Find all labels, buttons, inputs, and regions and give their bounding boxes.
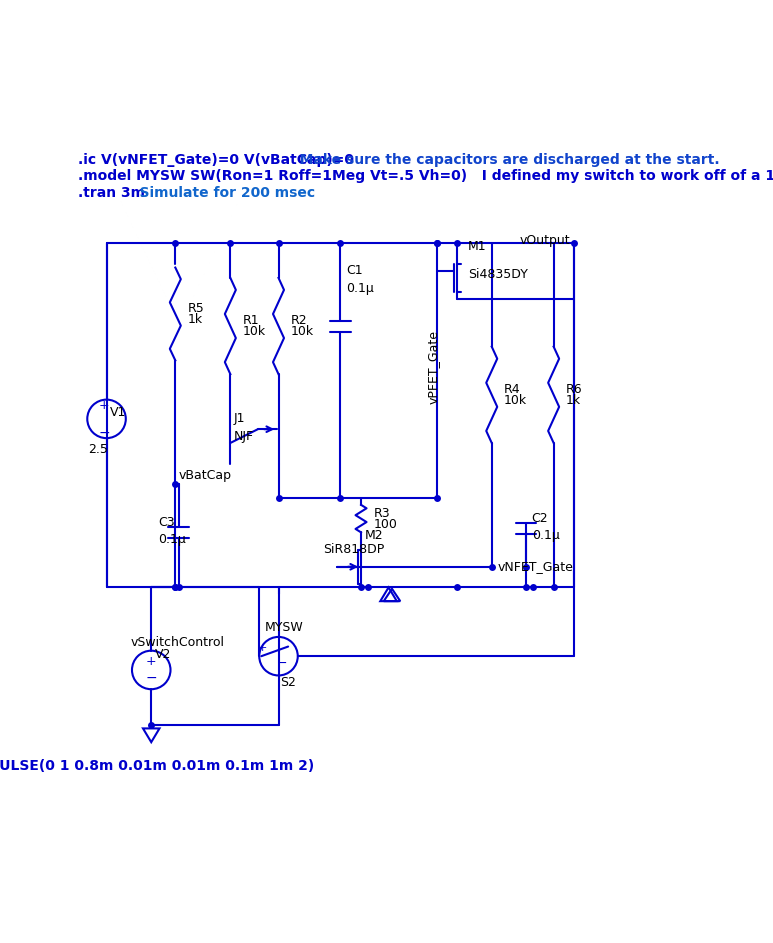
Text: −: − bbox=[277, 656, 287, 670]
Text: +: + bbox=[98, 399, 109, 412]
Text: 10k: 10k bbox=[243, 325, 266, 338]
Text: +: + bbox=[146, 655, 156, 669]
Text: M1: M1 bbox=[468, 240, 486, 254]
Text: C1: C1 bbox=[346, 264, 363, 277]
Text: R3: R3 bbox=[373, 506, 390, 520]
Text: C2: C2 bbox=[532, 512, 548, 525]
Text: 100: 100 bbox=[373, 518, 397, 531]
Text: 0.1μ: 0.1μ bbox=[158, 533, 186, 546]
Text: 10k: 10k bbox=[291, 325, 314, 338]
Text: SiR818DP: SiR818DP bbox=[323, 543, 384, 556]
Text: 1k: 1k bbox=[566, 394, 581, 406]
Text: .tran 3m: .tran 3m bbox=[77, 186, 145, 200]
Text: Simulate for 200 msec: Simulate for 200 msec bbox=[121, 186, 315, 200]
Text: .ic V(vNFET_Gate)=0 V(vBatCap)=0: .ic V(vNFET_Gate)=0 V(vBatCap)=0 bbox=[77, 153, 353, 167]
Text: R1: R1 bbox=[243, 314, 260, 327]
Text: vPFET_Gate: vPFET_Gate bbox=[427, 330, 440, 405]
Text: 0.1μ: 0.1μ bbox=[532, 529, 560, 542]
Text: M2: M2 bbox=[365, 529, 383, 542]
Text: J1: J1 bbox=[233, 412, 245, 425]
Text: Make sure the capacitors are discharged at the start.: Make sure the capacitors are discharged … bbox=[285, 153, 720, 167]
Text: vSwitchControl: vSwitchControl bbox=[131, 636, 225, 649]
Text: R2: R2 bbox=[291, 314, 308, 327]
Text: NJF: NJF bbox=[233, 430, 254, 442]
Text: 0.1μ: 0.1μ bbox=[346, 282, 373, 294]
Text: PULSE(0 1 0.8m 0.01m 0.01m 0.1m 1m 2): PULSE(0 1 0.8m 0.01m 0.01m 0.1m 1m 2) bbox=[0, 759, 314, 773]
Text: +: + bbox=[258, 643, 267, 653]
Text: 2.5: 2.5 bbox=[88, 443, 108, 456]
Text: −: − bbox=[98, 425, 110, 439]
Text: −: − bbox=[146, 671, 158, 686]
Text: 10k: 10k bbox=[504, 394, 527, 406]
Text: vOutput: vOutput bbox=[519, 234, 570, 246]
Text: V1: V1 bbox=[110, 405, 126, 419]
Text: C3: C3 bbox=[158, 516, 175, 529]
Text: vBatCap: vBatCap bbox=[179, 470, 232, 483]
Text: vNFET_Gate: vNFET_Gate bbox=[497, 560, 573, 573]
Text: Si4835DY: Si4835DY bbox=[468, 268, 527, 281]
Text: V2: V2 bbox=[155, 649, 171, 661]
Text: 1k: 1k bbox=[188, 313, 203, 326]
Text: .model MYSW SW(Ron=1 Roff=1Meg Vt=.5 Vh=0)   I defined my switch to work off of : .model MYSW SW(Ron=1 Roff=1Meg Vt=.5 Vh=… bbox=[77, 169, 773, 183]
Text: R4: R4 bbox=[504, 383, 521, 396]
Text: MYSW: MYSW bbox=[264, 620, 304, 634]
Text: S2: S2 bbox=[281, 676, 296, 688]
Text: R5: R5 bbox=[188, 302, 204, 315]
Text: R6: R6 bbox=[566, 383, 583, 396]
